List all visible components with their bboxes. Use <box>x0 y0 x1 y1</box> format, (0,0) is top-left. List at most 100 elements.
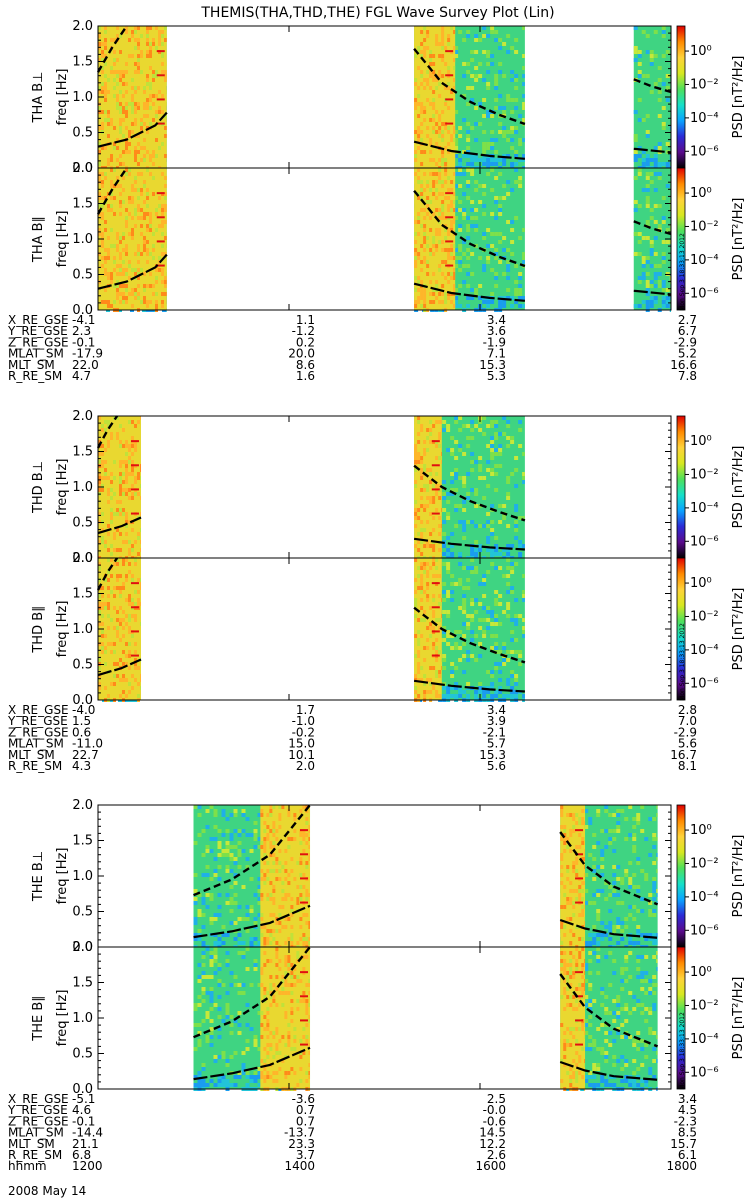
x-tick-label: 1600 <box>475 1159 506 1173</box>
colorbar-tick-label: 10⁻² <box>690 998 719 1013</box>
y-tick-label: 0.0 <box>72 940 93 955</box>
ephemeris-value: 5.6 <box>678 737 697 751</box>
ephemeris-value: 4.3 <box>72 759 91 773</box>
gyro-upper-curve <box>96 415 119 449</box>
ephemeris-table: X_RE_GSEY_RE_GSEZ_RE_GSEMLAT_SMMLT_SMR_R… <box>7 703 697 773</box>
colorbar-tick-label: 10⁻⁴ <box>690 643 719 658</box>
ephemeris-value: 4.6 <box>72 1103 91 1117</box>
ephemeris-row-label: Y_RE_GSE <box>7 1103 68 1117</box>
colorbar-tick-label: 10⁰ <box>690 823 712 838</box>
colorbar-tick-label: 10⁰ <box>690 44 712 59</box>
ephemeris-row-label: MLT_SM <box>8 748 55 762</box>
ephemeris-value: 2.8 <box>678 703 697 717</box>
panel-frame <box>97 557 672 701</box>
ephemeris-value: -5.1 <box>72 1092 95 1106</box>
ephemeris-value: -3.6 <box>292 1092 315 1106</box>
spectrogram-panel: 0.0 0.5 1.0 1.5 2.0 THA B∥ freq [Hz] 10⁰ 10⁻² 10⁻… <box>31 161 746 318</box>
gyro-upper-curve <box>559 973 659 1048</box>
colorbar-tick-label: 10⁻² <box>690 77 719 92</box>
gyro-lower-curve <box>413 679 525 693</box>
ephemeris-value: 15.3 <box>479 358 506 372</box>
colorbar-tick-label: 10⁻² <box>690 219 719 234</box>
y-tick-label: 1.0 <box>72 480 93 495</box>
ephemeris-row-label: Z_RE_GSE <box>8 1114 69 1128</box>
y-tick-label: 0.5 <box>72 658 93 673</box>
ephemeris-value: -0.1 <box>72 335 95 349</box>
ephemeris-value: 21.1 <box>72 1137 99 1151</box>
colorbar-tick-label: 10⁻⁶ <box>690 676 719 691</box>
y-tick-label: 1.5 <box>72 587 93 602</box>
gyro-lower-curve <box>193 1046 311 1081</box>
y-axis-label: freq [Hz] <box>55 459 70 516</box>
y-tick-label: 2.0 <box>72 409 93 424</box>
ephemeris-value: 6.8 <box>72 1148 91 1162</box>
y-tick-label: 0.0 <box>72 1082 93 1097</box>
panel-frame <box>97 415 672 559</box>
colorbar-tick-label: 10⁻⁶ <box>690 144 719 159</box>
y-axis-label: freq [Hz] <box>55 211 70 268</box>
y-tick-label: 0.0 <box>72 551 93 566</box>
ephemeris-value: 4.5 <box>678 1103 697 1117</box>
gyro-upper-curve <box>96 557 119 591</box>
y-tick-label: 1.0 <box>72 622 93 637</box>
ephemeris-value: 8.5 <box>678 1126 697 1140</box>
ephemeris-value: 0.6 <box>72 725 91 739</box>
colorbar-label: PSD [nT²/Hz] <box>731 198 746 281</box>
ephemeris-row-label: Y_RE_GSE <box>7 714 68 728</box>
ephemeris-value: 3.4 <box>678 1092 697 1106</box>
gyro-lower-curve <box>559 1060 658 1081</box>
colorbar-label: PSD [nT²/Hz] <box>731 588 746 671</box>
plot-area: 0.0 0.5 1.0 1.5 2.0 THA B⊥ freq [Hz] 10⁰ 10⁻² 10⁻… <box>7 19 746 1173</box>
plot-timestamp: Mon Sep 3 18:33:13 2012 <box>679 233 686 311</box>
colorbar-tick-label: 10⁻⁶ <box>690 923 719 938</box>
y-tick-label: 1.0 <box>72 1011 93 1026</box>
ephemeris-value: 16.6 <box>670 358 697 372</box>
colorbar-tick-label: 10⁻² <box>690 467 719 482</box>
colorbar-tick-label: 10⁻⁴ <box>690 890 719 905</box>
panel-component-label: THA B∥ <box>31 216 46 263</box>
colorbar-label: PSD [nT²/Hz] <box>731 446 746 529</box>
ephemeris-row-label: MLT_SM <box>8 1137 55 1151</box>
ephemeris-value: 8.6 <box>296 358 315 372</box>
y-tick-label: 0.5 <box>72 516 93 531</box>
y-tick-label: 0.0 <box>72 161 93 176</box>
gyro-lower-curve <box>633 147 672 154</box>
ephemeris-row-label: X_RE_GSE <box>8 313 69 327</box>
colorbar <box>676 557 686 701</box>
y-tick-label: 2.0 <box>72 798 93 813</box>
ephemeris-value: 3.4 <box>487 703 506 717</box>
x-tick-label: 1800 <box>666 1159 697 1173</box>
gyro-lower-curve <box>97 111 168 148</box>
ephemeris-value: 8.1 <box>678 759 697 773</box>
ephemeris-value: 3.7 <box>296 1148 315 1162</box>
ephemeris-value: 0.2 <box>296 335 315 349</box>
ephemeris-value: -17.9 <box>72 347 103 361</box>
colorbar <box>676 167 686 311</box>
ephemeris-value: 16.7 <box>670 748 697 762</box>
colorbar <box>676 25 686 169</box>
ephemeris-row-label: Y_RE_GSE <box>7 324 68 338</box>
ephemeris-value: -1.0 <box>292 714 315 728</box>
ephemeris-row-label: R_RE_SM <box>8 369 62 383</box>
y-tick-label: 2.0 <box>72 551 93 566</box>
gyro-lower-curve <box>193 904 311 939</box>
y-tick-label: 1.0 <box>72 90 93 105</box>
ephemeris-value: -2.1 <box>483 725 506 739</box>
gyro-lower-curve <box>413 140 525 160</box>
colorbar <box>676 946 686 1090</box>
colorbar-label: PSD [nT²/Hz] <box>731 56 746 139</box>
ephemeris-row-label: MLAT_SM <box>8 1126 64 1140</box>
y-tick-label: 0.5 <box>72 1047 93 1062</box>
y-axis-label: freq [Hz] <box>55 848 70 905</box>
plot-timestamp: Mon Sep 3 18:33:13 2012 <box>679 623 686 701</box>
ephemeris-value: 1.1 <box>296 313 315 327</box>
ephemeris-value: -4.1 <box>72 313 95 327</box>
spectrogram-panel: 0.0 0.5 1.0 1.5 2.0 THD B⊥ freq [Hz] 10⁰ 10⁻² 10⁻… <box>31 409 746 566</box>
y-tick-label: 1.0 <box>72 232 93 247</box>
colorbar-tick-label: 10⁰ <box>690 186 712 201</box>
gyro-upper-curve <box>96 25 128 73</box>
ephemeris-value: -2.3 <box>674 1114 697 1128</box>
ephemeris-value: 2.6 <box>487 1148 506 1162</box>
ephemeris-value: 7.0 <box>678 714 697 728</box>
